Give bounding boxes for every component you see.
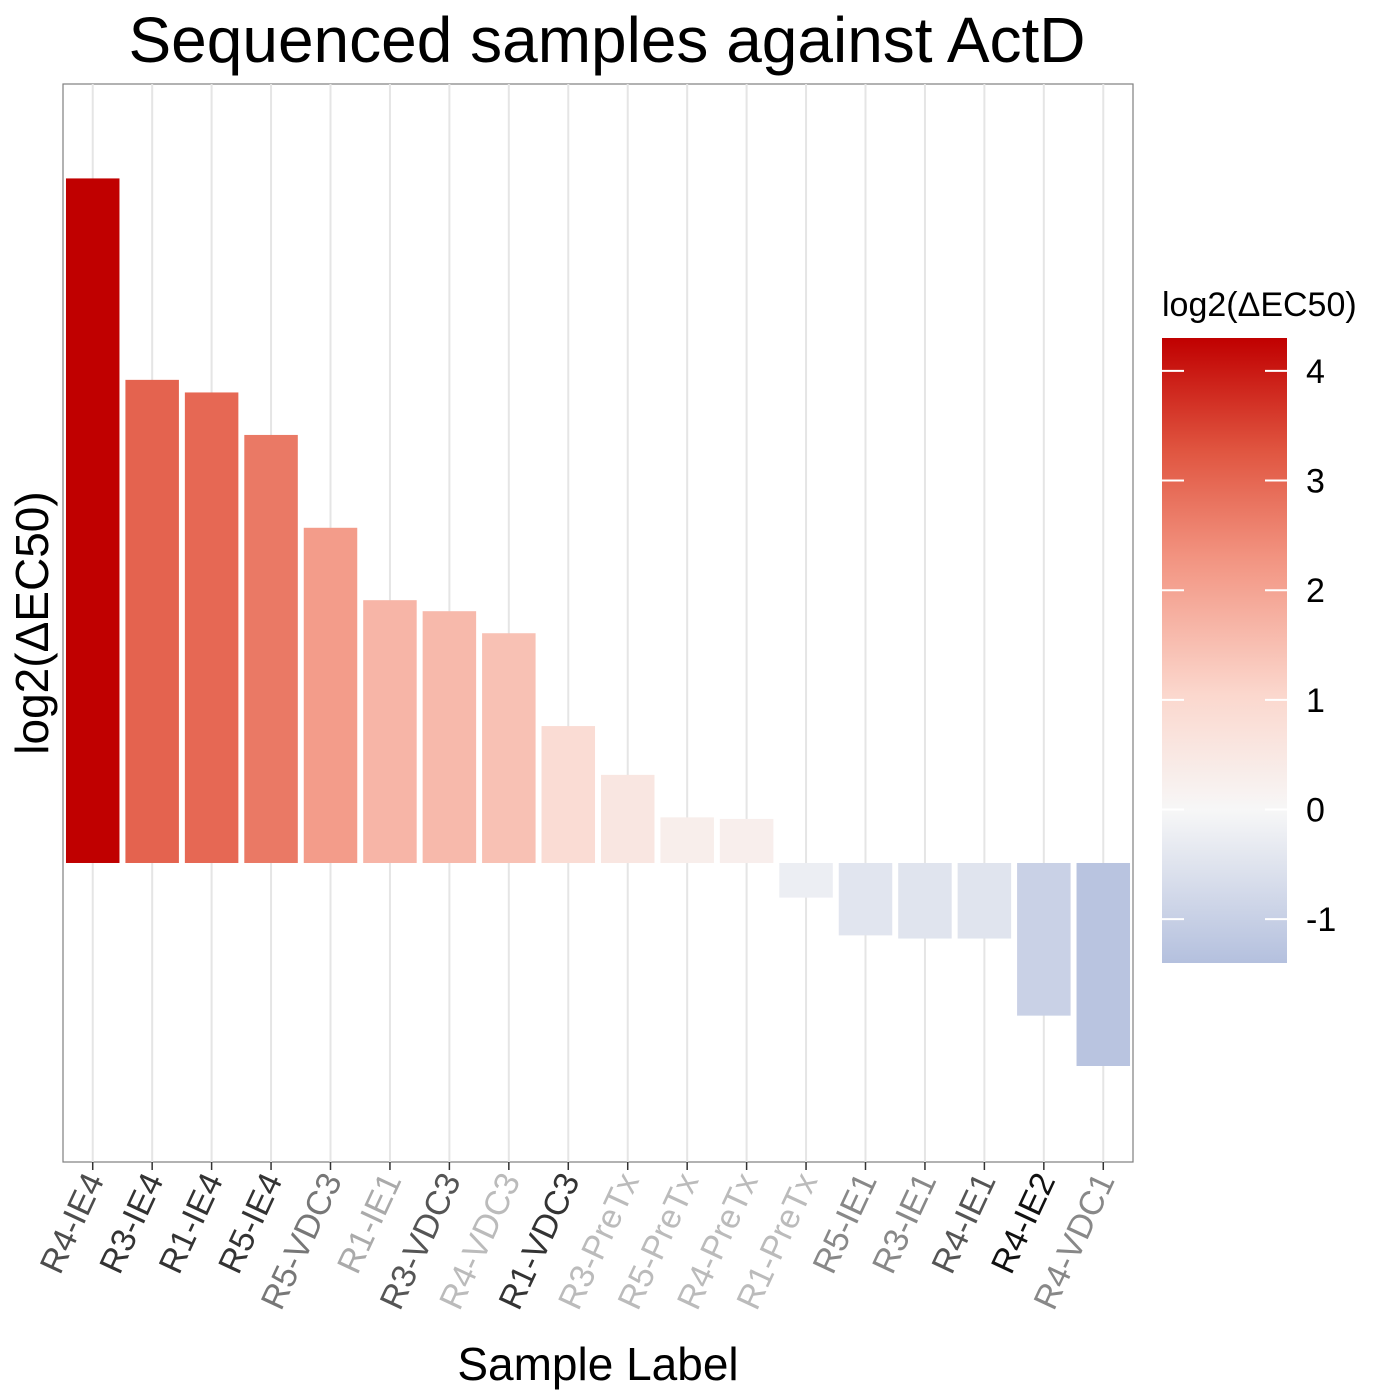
bars bbox=[65, 178, 1131, 1067]
legend-tick-label: 2 bbox=[1306, 572, 1325, 610]
legend-tick-label: 1 bbox=[1306, 682, 1325, 720]
chart-title: Sequenced samples against ActD bbox=[128, 4, 1085, 76]
bar-r4-ie4 bbox=[65, 178, 120, 863]
bar-r5-pretx bbox=[660, 817, 714, 863]
bar-r1-ie4 bbox=[184, 392, 239, 863]
bar-r5-ie1 bbox=[838, 862, 893, 936]
bar-r3-ie1 bbox=[898, 862, 952, 939]
legend-tick-label: 3 bbox=[1306, 463, 1325, 501]
bar-r5-vdc3 bbox=[303, 527, 358, 863]
legend-tick-label: 4 bbox=[1306, 353, 1325, 391]
legend-tick-label: 0 bbox=[1306, 791, 1325, 829]
bar-r3-pretx bbox=[600, 774, 655, 863]
grid-lines bbox=[91, 84, 1105, 1162]
plot-panel bbox=[62, 83, 1134, 1163]
bar-r1-ie1 bbox=[363, 600, 417, 863]
x-axis-title: Sample Label bbox=[457, 1338, 738, 1390]
bar-r1-pretx bbox=[779, 862, 833, 898]
legend-ticks: 4 3 2 1 0 -1 bbox=[1162, 353, 1336, 939]
legend-tick-label: -1 bbox=[1306, 901, 1336, 939]
bar-r4-vdc3 bbox=[482, 633, 536, 863]
legend-title: log2(ΔEC50) bbox=[1162, 286, 1357, 324]
bar-r1-vdc3 bbox=[541, 726, 596, 863]
color-legend: log2(ΔEC50) 4 3 2 1 0 -1 bbox=[1162, 286, 1357, 963]
bar-r3-vdc3 bbox=[422, 611, 477, 863]
bar-r4-ie1 bbox=[957, 862, 1012, 939]
bar-r4-pretx bbox=[719, 818, 774, 863]
x-tick-labels: R4-IE4R3-IE4R1-IE4R5-IE4R5-VDC3R1-IE1R3-… bbox=[33, 1167, 1123, 1315]
legend-colorbar bbox=[1162, 338, 1287, 963]
bar-r3-ie4 bbox=[125, 379, 179, 863]
bar-r5-ie4 bbox=[244, 434, 298, 863]
bar-r4-ie2 bbox=[1017, 862, 1071, 1016]
y-axis-title: log2(ΔEC50) bbox=[6, 491, 58, 754]
x-axis-ticks bbox=[91, 1162, 1105, 1170]
bar-r4-vdc1 bbox=[1076, 862, 1131, 1067]
